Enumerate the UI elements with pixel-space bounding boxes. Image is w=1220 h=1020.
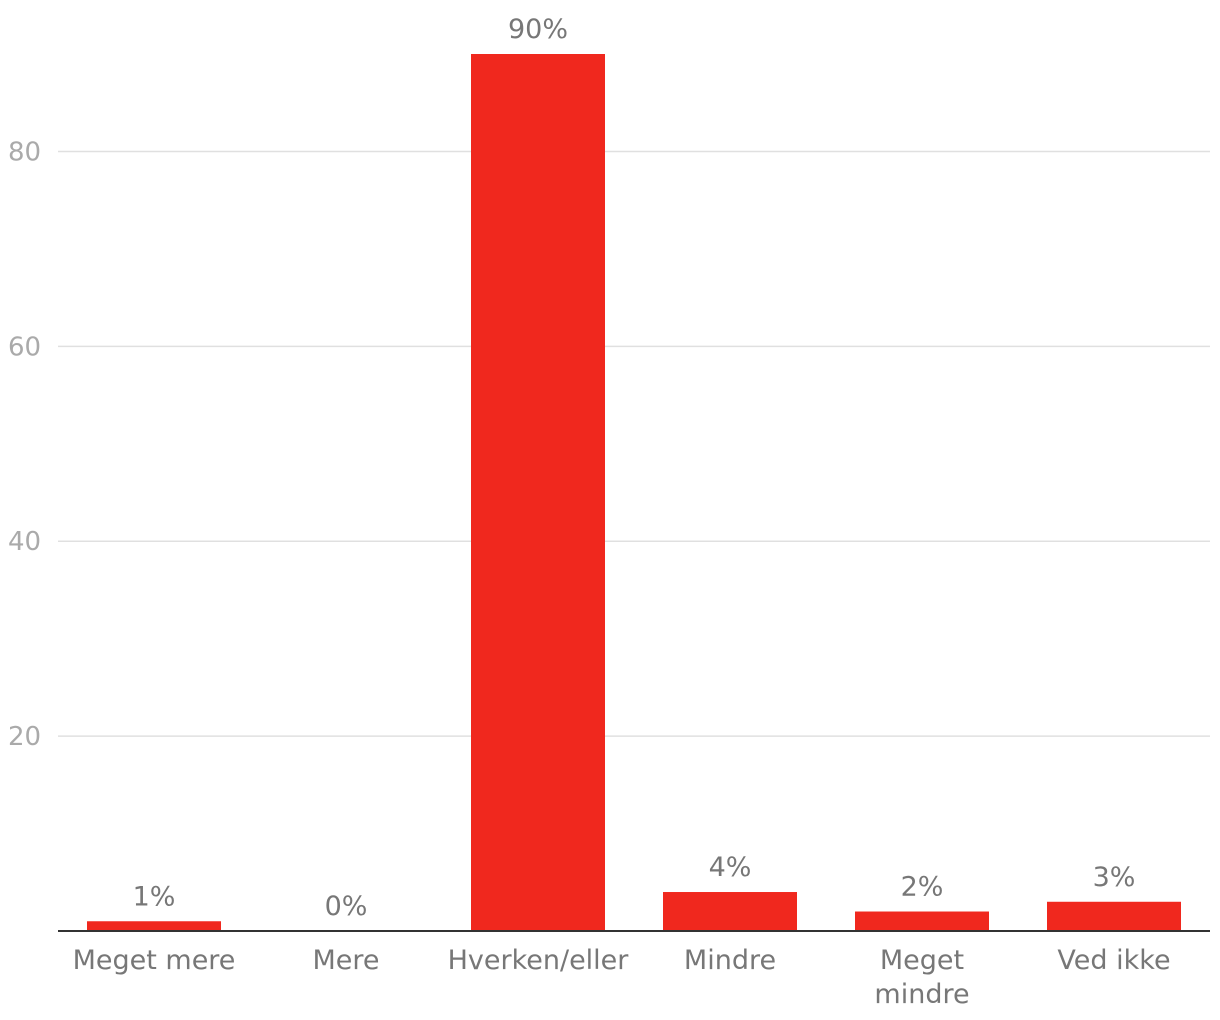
data-label: 1% <box>133 881 176 912</box>
y-tick-label: 20 <box>8 722 41 752</box>
data-label: 90% <box>508 14 568 45</box>
x-axis-categories: Meget mere Mere Hverken/eller Mindre Meget mi… <box>73 945 1171 1010</box>
category-label: Mere <box>312 945 379 976</box>
data-label: 0% <box>325 891 368 922</box>
gridlines <box>58 150 1210 737</box>
y-tick-label: 80 <box>8 137 41 167</box>
category-label: Mindre <box>684 945 776 976</box>
y-tick-label: 40 <box>8 527 41 557</box>
data-label: 2% <box>901 872 944 903</box>
category-label: Meget mere <box>73 945 236 976</box>
category-label: Ved ikke <box>1057 945 1170 976</box>
y-tick-label: 60 <box>8 332 41 362</box>
category-label: Hverken/eller <box>448 945 630 976</box>
data-label: 3% <box>1093 862 1136 893</box>
category-label: Meget mindre <box>874 945 969 1010</box>
bar <box>855 911 989 931</box>
bar <box>471 54 605 931</box>
bar <box>663 892 797 931</box>
data-label: 4% <box>709 852 752 883</box>
bar <box>87 921 221 931</box>
bars <box>87 54 1181 931</box>
bar <box>1047 901 1181 931</box>
y-axis-ticks: 20 40 60 80 <box>8 137 41 752</box>
data-labels: 1% 0% 90% 4% 2% 3% <box>133 14 1136 922</box>
